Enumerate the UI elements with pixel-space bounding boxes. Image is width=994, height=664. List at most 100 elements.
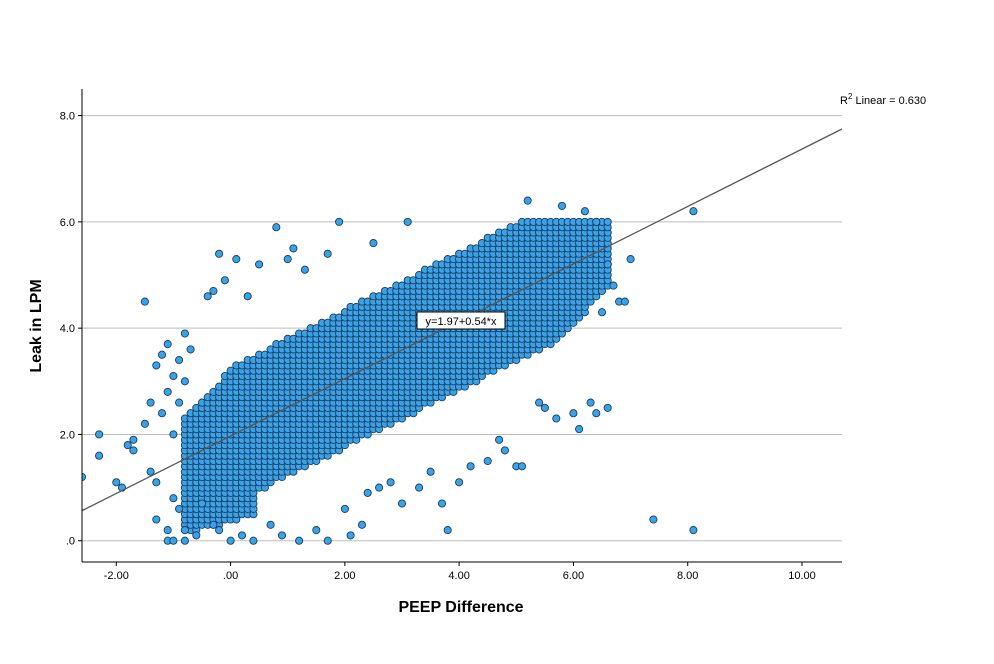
data-point [403,217,412,226]
data-point [215,249,224,258]
r2-label-sup: 2 [848,92,853,101]
data-point [592,217,601,226]
data-point [180,377,189,386]
data-point [140,297,149,306]
data-point [323,536,332,545]
data-point [540,403,549,412]
data-point [517,462,527,471]
data-point [215,526,224,535]
data-point [455,478,464,487]
data-point [203,292,212,301]
data-point [300,265,309,274]
data-point [649,515,658,524]
x-tick-label-0: -2.00 [104,570,129,582]
data-point [180,526,189,535]
x-tick-label-2: 2.00 [334,570,355,582]
data-point [603,403,612,412]
data-point [689,207,698,216]
x-tick-label-4: 6.00 [563,570,584,582]
y-tick-label-2: 4.0 [60,323,75,335]
data-point [209,286,218,296]
data-point [175,398,184,407]
data-point [603,260,612,269]
data-point [277,531,287,540]
data-point [180,536,189,545]
x-tick-label-6: 10.00 [788,570,816,582]
data-point [363,488,372,497]
data-point [323,249,332,258]
data-point [272,223,281,232]
x-tick-label-1: .00 [223,570,238,582]
data-point [197,499,207,508]
data-point [569,409,578,418]
data-point [689,526,698,535]
equation-label-text: y=1.97+0.54*x [426,316,497,328]
y-tick-label-0: .0 [66,536,75,548]
data-point [397,499,407,508]
data-point [523,196,532,205]
data-point [609,281,618,290]
data-point [312,526,321,535]
data-point [375,483,384,492]
y-tick-label-4: 8.0 [60,111,75,123]
data-point [112,478,121,487]
data-point [483,456,492,466]
data-point [140,419,149,428]
data-point [163,387,172,396]
x-tick-label-3: 4.00 [448,570,469,582]
data-point [289,244,298,253]
data-point [180,329,189,338]
equation-label: y=1.97+0.54*x [416,311,506,330]
axes [81,89,842,563]
y-tick-label-3: 6.0 [60,217,75,229]
data-point [95,430,104,439]
data-point [575,425,584,434]
data-point [129,435,138,444]
data-point [220,276,229,285]
data-point [169,371,178,381]
data-point [146,467,155,476]
data-point [620,297,629,306]
data-point [495,435,504,444]
data-point [552,414,561,423]
data-point [152,478,161,487]
data-point [209,520,218,529]
data-point [500,446,509,455]
data-point [580,207,589,216]
data-point [152,361,161,370]
data-point [340,504,349,513]
tick-labels: .0 2.0 4.0 6.0 8.0 -2.00 .00 2.00 4.00 6.00 8.00 10… [60,111,816,582]
r2-label: R2 Linear = 0.630 [840,92,926,107]
data-point [169,430,178,439]
y-tick-label-1: 2.0 [60,429,75,441]
data-point [169,536,178,545]
equation-label-box [416,311,506,330]
data-point [346,531,355,540]
x-tick-label-5: 8.00 [677,570,698,582]
data-point [226,536,235,545]
data-point [443,526,452,535]
data-point [283,255,292,264]
data-point [175,355,184,365]
data-point [295,536,304,545]
data-point [163,340,172,349]
data-point [386,478,395,487]
data-point [152,515,161,524]
data-point [466,462,475,471]
data-point [592,409,601,418]
data-point [186,345,195,354]
data-point [535,398,544,407]
data-point [626,255,635,264]
data-point [586,398,595,407]
data-point [157,409,167,418]
data-point [157,350,167,359]
data-point [237,531,247,540]
data-point [232,255,241,264]
data-point [95,451,104,460]
data-point [123,441,132,450]
data-point [557,201,567,210]
data-point [426,467,435,476]
r2-label-rest: Linear = 0.630 [852,95,926,107]
r2-label-prefix: R [840,95,848,107]
